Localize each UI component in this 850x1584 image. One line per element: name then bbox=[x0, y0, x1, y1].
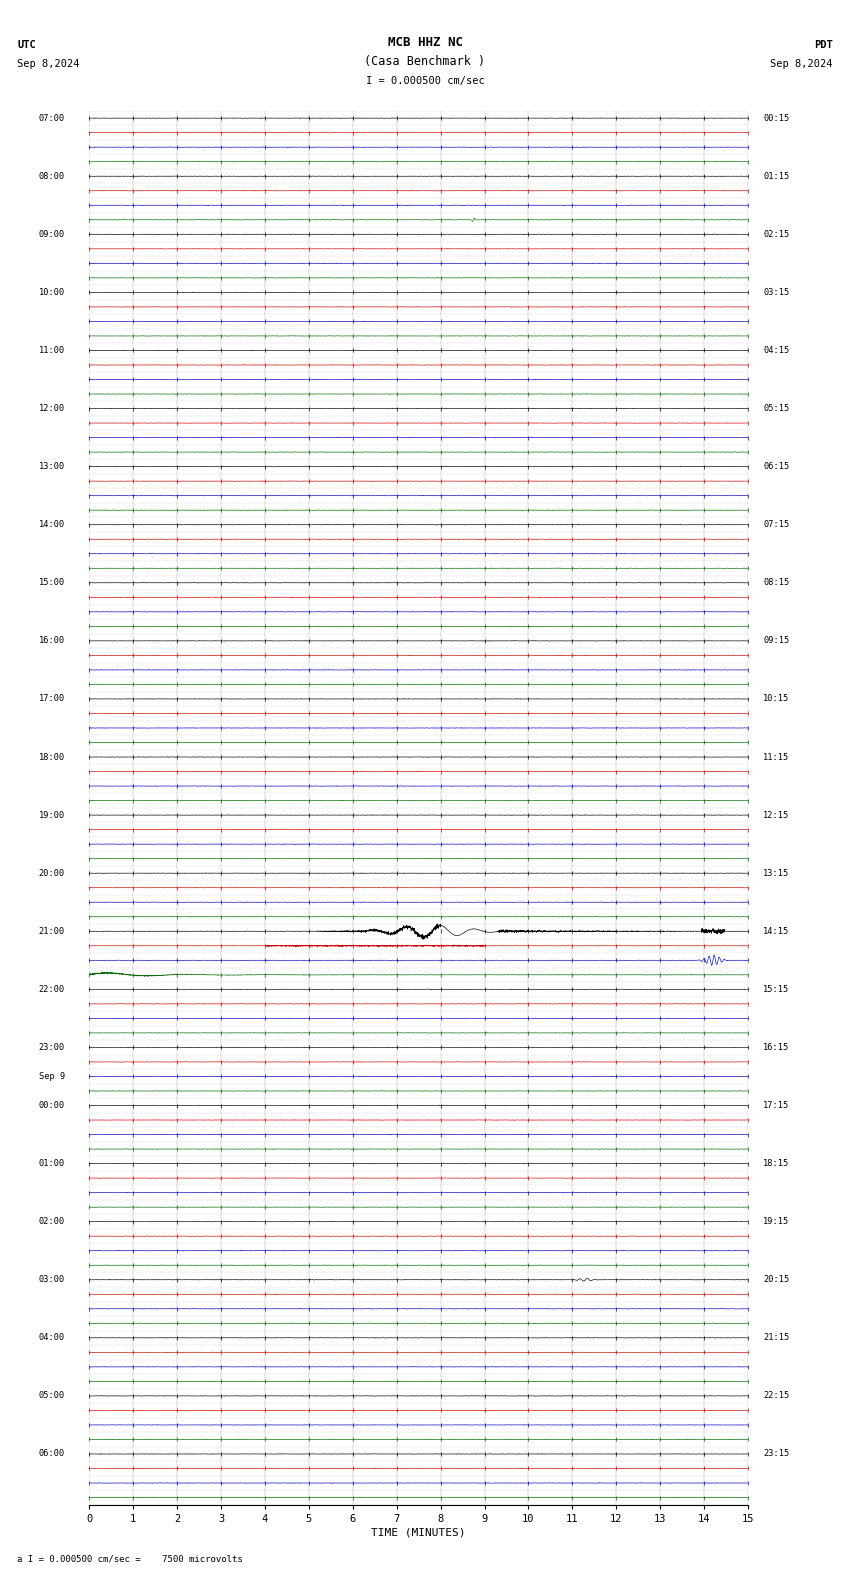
Text: PDT: PDT bbox=[814, 40, 833, 49]
Text: 05:00: 05:00 bbox=[39, 1391, 65, 1400]
Text: 10:15: 10:15 bbox=[763, 694, 790, 703]
Text: 07:15: 07:15 bbox=[763, 520, 790, 529]
Text: 17:00: 17:00 bbox=[39, 694, 65, 703]
Text: 10:00: 10:00 bbox=[39, 288, 65, 296]
Text: 12:15: 12:15 bbox=[763, 811, 790, 819]
Text: 09:00: 09:00 bbox=[39, 230, 65, 239]
Text: a I = 0.000500 cm/sec =    7500 microvolts: a I = 0.000500 cm/sec = 7500 microvolts bbox=[17, 1554, 243, 1563]
Text: 21:00: 21:00 bbox=[39, 927, 65, 936]
Text: 14:15: 14:15 bbox=[763, 927, 790, 936]
Text: 03:00: 03:00 bbox=[39, 1275, 65, 1285]
Text: 22:15: 22:15 bbox=[763, 1391, 790, 1400]
Text: 12:00: 12:00 bbox=[39, 404, 65, 413]
Text: 11:00: 11:00 bbox=[39, 345, 65, 355]
Text: 18:15: 18:15 bbox=[763, 1159, 790, 1167]
Text: 07:00: 07:00 bbox=[39, 114, 65, 122]
Text: Sep 8,2024: Sep 8,2024 bbox=[17, 59, 80, 68]
Text: 09:15: 09:15 bbox=[763, 637, 790, 645]
Text: 06:15: 06:15 bbox=[763, 463, 790, 470]
Text: 05:15: 05:15 bbox=[763, 404, 790, 413]
Text: 08:00: 08:00 bbox=[39, 171, 65, 181]
Text: 08:15: 08:15 bbox=[763, 578, 790, 588]
Text: 23:15: 23:15 bbox=[763, 1449, 790, 1459]
Text: 13:00: 13:00 bbox=[39, 463, 65, 470]
Text: 01:00: 01:00 bbox=[39, 1159, 65, 1167]
Text: 17:15: 17:15 bbox=[763, 1101, 790, 1110]
Text: 16:00: 16:00 bbox=[39, 637, 65, 645]
Text: 15:15: 15:15 bbox=[763, 985, 790, 993]
Text: I = 0.000500 cm/sec: I = 0.000500 cm/sec bbox=[366, 76, 484, 86]
Text: 21:15: 21:15 bbox=[763, 1334, 790, 1342]
Text: 23:00: 23:00 bbox=[39, 1042, 65, 1052]
Text: 14:00: 14:00 bbox=[39, 520, 65, 529]
Text: Sep 8,2024: Sep 8,2024 bbox=[770, 59, 833, 68]
Text: 00:15: 00:15 bbox=[763, 114, 790, 122]
Text: Sep 9: Sep 9 bbox=[39, 1072, 65, 1080]
Text: 04:15: 04:15 bbox=[763, 345, 790, 355]
Text: 06:00: 06:00 bbox=[39, 1449, 65, 1459]
Text: 01:15: 01:15 bbox=[763, 171, 790, 181]
Text: 03:15: 03:15 bbox=[763, 288, 790, 296]
Text: 20:15: 20:15 bbox=[763, 1275, 790, 1285]
Text: 13:15: 13:15 bbox=[763, 868, 790, 878]
Text: 16:15: 16:15 bbox=[763, 1042, 790, 1052]
Text: 15:00: 15:00 bbox=[39, 578, 65, 588]
Text: 02:00: 02:00 bbox=[39, 1217, 65, 1226]
Text: 22:00: 22:00 bbox=[39, 985, 65, 993]
Text: 04:00: 04:00 bbox=[39, 1334, 65, 1342]
Text: 19:00: 19:00 bbox=[39, 811, 65, 819]
X-axis label: TIME (MINUTES): TIME (MINUTES) bbox=[371, 1529, 466, 1538]
Text: 18:00: 18:00 bbox=[39, 752, 65, 762]
Text: 11:15: 11:15 bbox=[763, 752, 790, 762]
Text: 02:15: 02:15 bbox=[763, 230, 790, 239]
Text: 19:15: 19:15 bbox=[763, 1217, 790, 1226]
Text: (Casa Benchmark ): (Casa Benchmark ) bbox=[365, 55, 485, 68]
Text: UTC: UTC bbox=[17, 40, 36, 49]
Text: MCB HHZ NC: MCB HHZ NC bbox=[388, 36, 462, 49]
Text: 20:00: 20:00 bbox=[39, 868, 65, 878]
Text: 00:00: 00:00 bbox=[39, 1101, 65, 1110]
